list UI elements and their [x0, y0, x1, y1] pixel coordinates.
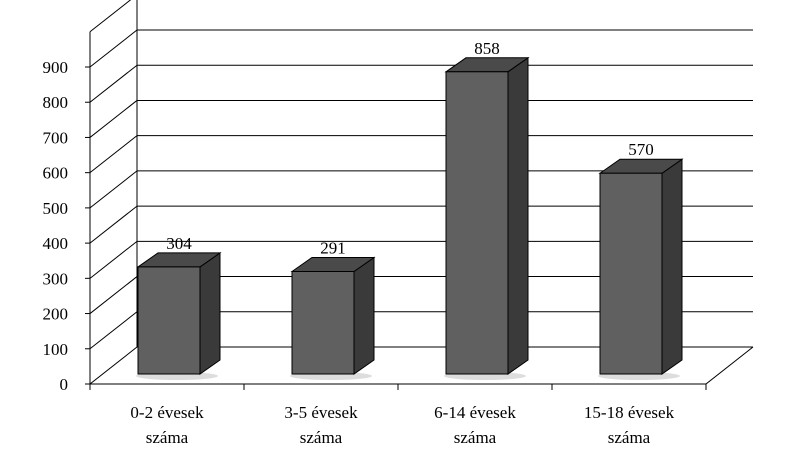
x-category-label: 3-5 évesek: [284, 403, 358, 422]
bar: [291, 271, 355, 375]
x-category-label: 6-14 évesek: [434, 403, 516, 422]
shadow-layer: [136, 372, 680, 380]
gridline-diagonal: [89, 29, 138, 68]
bar-side: [661, 158, 683, 375]
gridline-diagonal: [89, 240, 138, 279]
y-tick-label: 100: [43, 340, 69, 359]
bar-side: [199, 251, 221, 375]
bar-side: [353, 256, 375, 375]
x-category-label: száma: [146, 428, 189, 447]
label-layer: 0 100 200 300 400 500 600 700 800 900 304 0-2 évese…: [43, 39, 675, 447]
bar: [137, 266, 201, 375]
bar: [445, 71, 509, 375]
y-tick-label: 400: [43, 234, 69, 253]
y-tick-label: 900: [43, 58, 69, 77]
y-tick-label: 600: [43, 164, 69, 183]
x-category-label: 0-2 évesek: [130, 403, 204, 422]
gridline-diagonal: [89, 135, 138, 174]
bar-value-label: 304: [166, 234, 192, 253]
gridline-diagonal: [89, 170, 138, 209]
gridline-diagonal: [89, 64, 138, 103]
x-category-label: száma: [300, 428, 343, 447]
gridline-diagonal: [89, 276, 138, 314]
gridline-diagonal: [89, 346, 138, 385]
floor-right-edge: [705, 346, 754, 385]
bar-layer: [136, 56, 684, 375]
y-tick-label: 300: [43, 269, 69, 288]
y-tick-label: 200: [43, 305, 69, 324]
y-tick-label: 0: [60, 375, 69, 394]
x-category-label: száma: [608, 428, 651, 447]
gridline-diagonal: [89, 311, 138, 350]
x-category-label: 15-18 évesek: [584, 403, 675, 422]
bar-value-label: 291: [320, 239, 346, 258]
bar-value-label: 570: [628, 140, 654, 159]
y-tick-label: 800: [43, 93, 69, 112]
y-tick-label: 500: [43, 199, 69, 218]
x-category-label: száma: [454, 428, 497, 447]
bar-side: [507, 56, 529, 375]
gridline-diagonal: [89, 205, 138, 244]
y-tick-label: 700: [43, 128, 69, 147]
bar-value-label: 858: [474, 39, 500, 58]
gridline-diagonal: [89, 0, 132, 33]
bar: [599, 172, 663, 375]
gridline-diagonal: [89, 100, 138, 138]
